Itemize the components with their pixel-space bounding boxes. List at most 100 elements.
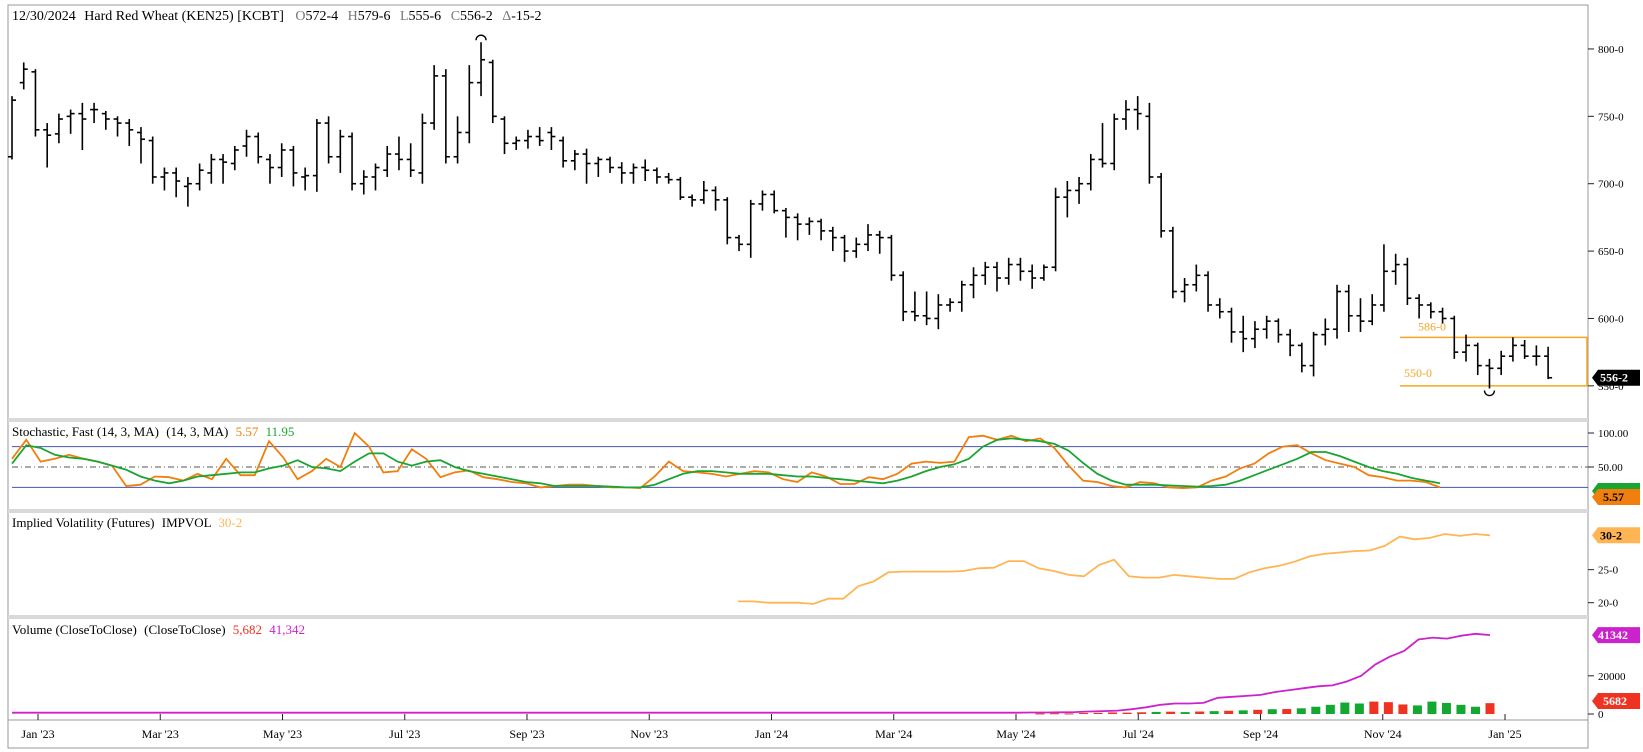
volume-tick-label: 0	[1598, 709, 1604, 721]
price-bar	[1309, 331, 1318, 377]
header-open-value: 572-4	[305, 9, 338, 24]
price-bar	[1532, 345, 1541, 366]
price-bar	[1462, 334, 1471, 362]
price-bar	[277, 143, 286, 177]
panel-separator-1[interactable]	[8, 418, 1588, 422]
price-bar	[1098, 123, 1107, 168]
price-bar	[1356, 298, 1365, 332]
volume-bar	[1180, 712, 1190, 714]
price-bar	[101, 110, 110, 130]
price-bar	[699, 181, 708, 204]
volume-bar	[1282, 709, 1292, 714]
price-bar	[359, 170, 368, 195]
price-bar	[1426, 302, 1435, 319]
last-price-tag-text: 556-2	[1600, 371, 1628, 385]
price-tick-label: 700-0	[1598, 179, 1624, 191]
volume-tag-text: 5682	[1603, 694, 1627, 708]
volume-bar	[1035, 713, 1045, 715]
header-close-value: 556-2	[460, 9, 493, 24]
price-bar	[477, 42, 486, 97]
last-price-tag: 556-2	[1592, 369, 1640, 386]
price-bar	[1039, 264, 1048, 281]
price-bar	[1250, 321, 1259, 349]
price-bar	[1438, 307, 1447, 324]
x-axis: Jan '23 Mar '23 May '23 Jul '23 Sep '23 Nov '…	[21, 714, 1522, 741]
price-bar	[1051, 187, 1060, 272]
price-bar	[1262, 315, 1271, 339]
price-bar	[336, 129, 345, 173]
price-bar	[676, 176, 685, 200]
iv-header: Implied Volatility (Futures) IMPVOL 30-2	[12, 515, 242, 530]
oi-tag: 41342	[1592, 627, 1640, 644]
price-bar	[1415, 294, 1424, 319]
level-low-label: 550-0	[1404, 366, 1432, 380]
iv-value: 30-2	[218, 515, 242, 530]
volume-bar	[1238, 710, 1248, 714]
iv-line-path	[738, 533, 1491, 605]
volume-bar	[1050, 713, 1060, 715]
price-bar	[324, 116, 333, 164]
volume-bar	[1470, 706, 1480, 714]
stoch-tick-label: 50.00	[1598, 462, 1623, 474]
price-bar	[805, 217, 814, 235]
price-bar	[711, 186, 720, 211]
price-bar	[430, 65, 439, 130]
price-bar	[406, 143, 415, 177]
price-bar	[54, 113, 63, 144]
price-header: 12/30/2024 Hard Red Wheat (KEN25) [KCBT]…	[12, 9, 542, 24]
price-bar	[1473, 342, 1482, 376]
x-tick-label: May '23	[263, 727, 302, 741]
price-bars	[8, 34, 1553, 397]
stoch-k-value: 5.57	[236, 424, 259, 439]
price-bar	[1110, 113, 1119, 171]
price-bar	[723, 197, 732, 245]
price-bar	[617, 162, 626, 184]
oi-value: 41,342	[269, 622, 305, 637]
volume-bar	[1151, 711, 1161, 714]
price-bar	[1485, 358, 1494, 389]
volume-bars	[11, 632, 1495, 715]
price-bar	[195, 163, 204, 191]
price-bar	[840, 234, 849, 262]
price-bar	[875, 230, 884, 254]
price-bar	[1168, 226, 1177, 299]
oi-tag-text: 41342	[1598, 628, 1628, 642]
price-bar	[559, 136, 568, 168]
price-bar	[312, 119, 321, 192]
stoch-k-tag: 5.57	[1592, 483, 1640, 505]
volume-bar	[1311, 706, 1321, 714]
price-bar	[441, 69, 450, 164]
price-bar	[934, 294, 943, 330]
price-bar	[19, 62, 28, 90]
header-low-label: L	[400, 9, 409, 24]
price-bar	[781, 207, 790, 238]
price-tick-label: 750-0	[1598, 111, 1624, 123]
x-tick-label: Jul '24	[1123, 727, 1154, 741]
price-bar	[1379, 244, 1388, 312]
price-bar	[1016, 257, 1025, 281]
price-bar	[90, 102, 99, 124]
stoch-title: Stochastic, Fast (14, 3, MA)	[12, 424, 159, 439]
price-bar	[1544, 346, 1553, 380]
price-bar	[160, 167, 169, 191]
volume-bar	[1209, 711, 1219, 714]
price-bar	[641, 159, 650, 182]
price-bar	[535, 127, 544, 146]
stoch-params: (14, 3, MA)	[166, 424, 228, 439]
price-bar	[770, 190, 779, 214]
price-bar	[1004, 257, 1013, 285]
price-tick-label: 600-0	[1598, 313, 1624, 325]
panel-separator-2[interactable]	[8, 509, 1588, 513]
header-open-label: O	[295, 9, 305, 24]
iv-tag: 30-2	[1592, 527, 1640, 544]
price-bar	[629, 163, 638, 184]
swing-low-marker	[1483, 390, 1496, 397]
price-bar	[512, 136, 521, 151]
volume-tag: 5682	[1592, 693, 1640, 709]
price-bar	[1215, 298, 1224, 319]
price-bar	[183, 176, 192, 207]
header-instrument: Hard Red Wheat (KEN25) [KCBT]	[84, 9, 284, 24]
price-bar	[957, 280, 966, 312]
panel-separator-3[interactable]	[8, 615, 1588, 619]
